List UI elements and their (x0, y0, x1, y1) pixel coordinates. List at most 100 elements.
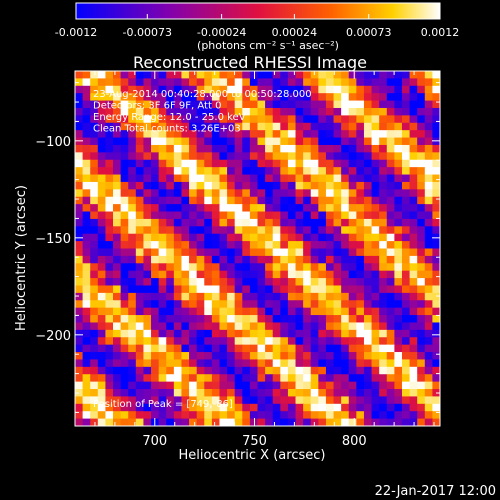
heatmap-cell (394, 226, 403, 235)
heatmap-cell (105, 159, 114, 168)
heatmap-cell (158, 196, 167, 205)
heatmap-cell (82, 159, 91, 168)
heatmap-cell (318, 337, 327, 346)
heatmap-cell (128, 278, 137, 287)
heatmap-cell (363, 107, 373, 116)
heatmap-cell (234, 292, 243, 301)
heatmap-cell (242, 241, 251, 250)
heatmap-cell (401, 107, 411, 116)
heatmap-cell (348, 211, 357, 220)
heatmap-cell (280, 167, 289, 176)
heatmap-cell (242, 174, 251, 183)
heatmap-cell (257, 167, 266, 176)
heatmap-cell (97, 137, 107, 146)
heatmap-cell (158, 71, 167, 79)
heatmap-cell (371, 248, 380, 257)
heatmap-cell (113, 248, 122, 257)
heatmap-cell (158, 130, 167, 139)
heatmap-cell (325, 152, 335, 161)
heatmap-cell (363, 181, 373, 190)
heatmap-cell (356, 263, 365, 272)
heatmap-cell (105, 130, 114, 139)
heatmap-cell (90, 418, 99, 426)
heatmap-cell (341, 181, 350, 190)
heatmap-cell (211, 337, 221, 346)
heatmap-cell (75, 78, 84, 87)
heatmap-cell (310, 226, 319, 235)
heatmap-cell (310, 359, 319, 368)
heatmap-cell (325, 366, 335, 375)
heatmap-cell (295, 167, 304, 176)
heatmap-cell (341, 248, 350, 257)
heatmap-cell (325, 107, 335, 116)
heatmap-cell (242, 189, 251, 198)
heatmap-cell (90, 174, 99, 183)
heatmap-cell (97, 196, 107, 205)
heatmap-cell (151, 152, 160, 161)
heatmap-cell (287, 152, 297, 161)
heatmap-cell (348, 337, 357, 346)
heatmap-cell (234, 263, 243, 272)
heatmap-cell (295, 107, 304, 116)
heatmap-cell (242, 248, 251, 257)
heatmap-cell (135, 159, 145, 168)
heatmap-cell (158, 366, 167, 375)
heatmap-cell (219, 181, 228, 190)
heatmap-cell (333, 248, 342, 257)
heatmap-cell (120, 418, 129, 426)
heatmap-cell (135, 107, 145, 116)
heatmap-cell (280, 107, 289, 116)
heatmap-cell (189, 122, 198, 131)
heatmap-cell (151, 300, 160, 309)
heatmap-cell (341, 137, 350, 146)
heatmap-cell (348, 396, 357, 405)
heatmap-cell (341, 337, 350, 346)
heatmap-cell (166, 107, 175, 116)
heatmap-cell (325, 263, 335, 272)
heatmap-cell (128, 248, 137, 257)
heatmap-cell (325, 174, 335, 183)
heatmap-cell (204, 381, 213, 390)
heatmap-cell (173, 115, 183, 124)
heatmap-cell (227, 315, 236, 324)
heatmap-cell (386, 107, 395, 116)
heatmap-cell (432, 196, 440, 205)
heatmap-cell (409, 359, 418, 368)
heatmap-cell (158, 322, 167, 331)
heatmap-cell (82, 211, 91, 220)
heatmap-cell (265, 152, 274, 161)
heatmap-cell (424, 130, 433, 139)
heatmap-cell (333, 403, 342, 412)
heatmap-cell (386, 211, 395, 220)
heatmap-cell (120, 396, 129, 405)
heatmap-cell (219, 292, 228, 301)
heatmap-cell (303, 285, 312, 294)
heatmap-cell (135, 322, 145, 331)
heatmap-cell (348, 218, 357, 227)
heatmap-cell (204, 359, 213, 368)
heatmap-cell (295, 137, 304, 146)
heatmap-cell (386, 78, 395, 87)
heatmap-cell (151, 196, 160, 205)
heatmap-cell (265, 411, 274, 420)
heatmap-cell (143, 107, 152, 116)
heatmap-cell (234, 226, 243, 235)
heatmap-cell (227, 418, 236, 426)
heatmap-cell (158, 255, 167, 264)
heatmap-cell (379, 137, 388, 146)
heatmap-cell (325, 218, 335, 227)
heatmap-cell (211, 181, 221, 190)
heatmap-cell (401, 307, 411, 316)
heatmap-cell (386, 196, 395, 205)
heatmap-cell (196, 315, 205, 324)
heatmap-cell (333, 315, 342, 324)
heatmap-cell (151, 85, 160, 94)
heatmap-cell (120, 159, 129, 168)
heatmap-cell (128, 322, 137, 331)
heatmap-cell (219, 189, 228, 198)
heatmap-cell (211, 285, 221, 294)
heatmap-cell (204, 226, 213, 235)
heatmap-cell (341, 107, 350, 116)
heatmap-cell (113, 381, 122, 390)
heatmap-cell (371, 85, 380, 94)
